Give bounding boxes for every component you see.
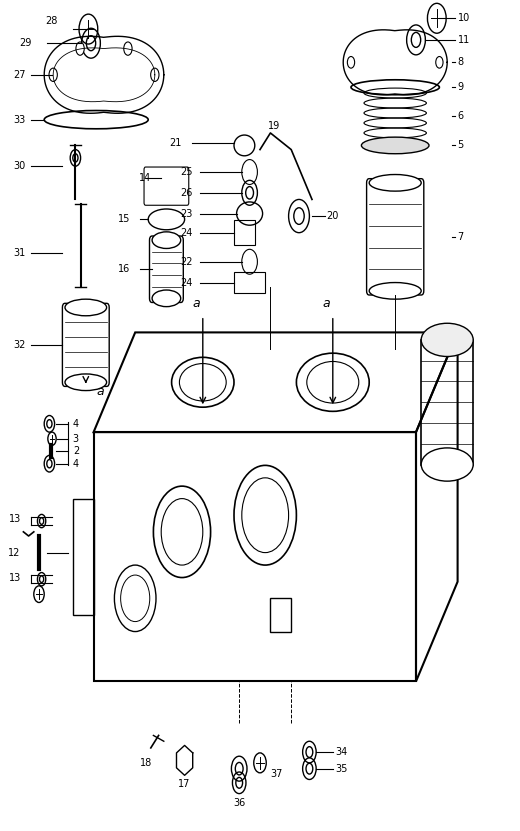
Text: 8: 8 — [458, 57, 464, 67]
Bar — [421, 340, 473, 465]
Circle shape — [76, 42, 84, 55]
Ellipse shape — [65, 299, 107, 316]
Text: 30: 30 — [14, 161, 26, 171]
Text: 4: 4 — [73, 419, 79, 429]
Text: 27: 27 — [14, 70, 26, 80]
Text: 28: 28 — [45, 16, 57, 26]
Text: 14: 14 — [138, 173, 151, 183]
Text: 24: 24 — [180, 278, 192, 288]
Text: 17: 17 — [178, 779, 191, 789]
Text: 7: 7 — [458, 232, 464, 242]
Text: 15: 15 — [118, 214, 130, 224]
Circle shape — [49, 68, 57, 81]
Bar — [234, 272, 265, 293]
Text: 24: 24 — [180, 228, 192, 238]
Text: 2: 2 — [73, 446, 79, 456]
Text: 36: 36 — [233, 798, 245, 808]
Circle shape — [151, 68, 159, 81]
Text: 29: 29 — [19, 38, 31, 48]
Text: 20: 20 — [327, 211, 339, 221]
Ellipse shape — [421, 448, 473, 481]
Text: 5: 5 — [458, 140, 464, 150]
Text: a: a — [96, 385, 104, 398]
Circle shape — [124, 42, 132, 55]
Text: 31: 31 — [14, 248, 26, 258]
Ellipse shape — [152, 290, 181, 307]
Text: 10: 10 — [458, 13, 470, 23]
Text: 35: 35 — [335, 764, 348, 774]
Text: 26: 26 — [180, 188, 192, 198]
Text: 34: 34 — [335, 747, 348, 757]
Text: 33: 33 — [14, 115, 26, 125]
Text: 11: 11 — [458, 35, 470, 45]
Bar — [234, 220, 255, 245]
Text: 16: 16 — [118, 264, 130, 274]
Text: 13: 13 — [8, 514, 21, 524]
Ellipse shape — [361, 137, 429, 154]
Text: 21: 21 — [170, 138, 182, 148]
Bar — [94, 432, 416, 681]
Text: a: a — [322, 297, 330, 311]
Bar — [270, 598, 291, 632]
Text: 13: 13 — [8, 573, 21, 583]
Text: 12: 12 — [8, 548, 21, 558]
Text: 23: 23 — [180, 209, 192, 219]
Text: 4: 4 — [73, 459, 79, 469]
Text: 6: 6 — [458, 111, 464, 121]
Ellipse shape — [369, 283, 421, 299]
Text: 25: 25 — [180, 167, 192, 177]
Text: 22: 22 — [180, 257, 192, 267]
Text: 3: 3 — [73, 434, 79, 444]
Text: 19: 19 — [268, 121, 280, 131]
Ellipse shape — [421, 323, 473, 356]
Ellipse shape — [369, 175, 421, 191]
Circle shape — [436, 57, 443, 68]
Ellipse shape — [65, 374, 107, 391]
Ellipse shape — [152, 232, 181, 248]
Text: 37: 37 — [270, 770, 283, 779]
Text: 9: 9 — [458, 82, 464, 92]
Text: a: a — [192, 297, 200, 311]
Text: 32: 32 — [14, 340, 26, 350]
Circle shape — [347, 57, 355, 68]
Text: 18: 18 — [139, 758, 152, 768]
